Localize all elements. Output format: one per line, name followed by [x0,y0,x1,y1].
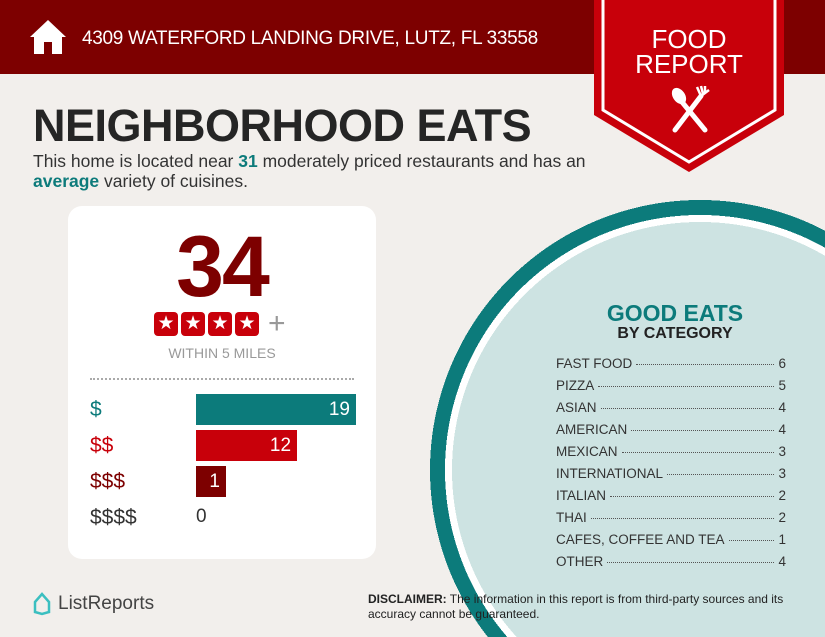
food-report-badge: FOOD REPORT [589,0,789,175]
summary-mid: moderately priced restaurants and has an [257,151,586,171]
plus-icon: + [268,307,286,340]
price-bar: 19 [196,394,356,425]
within-label: WITHIN 5 MILES [168,345,276,361]
category-item: THAI 2 [556,510,786,532]
dot-leader [728,540,775,541]
category-count: 1 [778,532,786,547]
price-row: $$ 12 [90,430,360,462]
category-item: CAFES, COFFEE AND TEA 1 [556,532,786,554]
star-icon: ★ [154,312,178,336]
address: 4309 WATERFORD LANDING DRIVE, LUTZ, FL 3… [82,28,538,49]
divider [90,378,354,380]
price-row: $$$$ 0 [90,502,360,534]
category-item: AMERICAN 4 [556,422,786,444]
summary-post: variety of cuisines. [99,171,248,191]
category-count: 4 [778,400,786,415]
category-name: MEXICAN [556,444,618,459]
star-rating: ★ ★ ★ ★ + [154,307,286,340]
category-count: 3 [778,466,786,481]
star-icon: ★ [208,312,232,336]
price-label: $$ [90,434,114,457]
price-row: $$$ 1 [90,466,360,498]
dot-leader [610,496,775,497]
restaurant-count: 31 [238,151,258,171]
category-item: ITALIAN 2 [556,488,786,510]
price-row: $19 [90,394,360,426]
dot-leader [607,562,775,563]
page-title: NEIGHBORHOOD EATS [33,100,532,151]
category-item: INTERNATIONAL 3 [556,466,786,488]
logo-icon [33,592,51,616]
category-name: INTERNATIONAL [556,466,664,481]
price-bar: 12 [196,430,298,461]
price-label: $ [90,398,102,421]
rating-card: 34 ★ ★ ★ ★ + WITHIN 5 MILES $19 $$ 12 $$$ 1 $$$$ 0 [68,206,376,559]
dot-leader [621,452,775,453]
dot-leader [636,364,775,365]
home-icon [30,20,66,54]
price-label: $$$ [90,470,126,493]
badge-line1: FOOD [651,24,727,54]
variety-level: average [33,171,100,191]
category-count: 2 [778,488,786,503]
category-name: PIZZA [556,378,595,393]
good-eats-heading: GOOD EATS BY CATEGORY [540,300,810,343]
category-list: FAST FOOD 6 PIZZA 5 ASIAN 4 AMERICAN 4 MEXICAN 3 I… [556,356,786,576]
summary-pre: This home is located near [33,151,239,171]
dot-leader [590,518,775,519]
category-count: 5 [778,378,786,393]
category-count: 3 [778,444,786,459]
category-item: FAST FOOD 6 [556,356,786,378]
category-count: 4 [778,422,786,437]
total-count: 34 [176,219,270,315]
summary-text: This home is located near 31 moderately … [33,151,593,191]
dot-leader [631,430,775,431]
star-icon: ★ [235,312,259,336]
category-name: THAI [556,510,587,525]
category-name: AMERICAN [556,422,628,437]
price-label: $$$$ [90,506,137,529]
category-item: OTHER 4 [556,554,786,576]
disclaimer: DISCLAIMER: The information in this repo… [368,592,808,622]
category-count: 6 [778,356,786,371]
category-name: OTHER [556,554,604,569]
listreports-logo: ListReports [32,592,154,616]
category-name: ASIAN [556,400,597,415]
brand-name: ListReports [58,593,155,614]
dot-leader [600,408,775,409]
price-bar: 1 [196,466,226,497]
disclaimer-label: DISCLAIMER: [368,592,447,606]
category-count: 2 [778,510,786,525]
category-item: PIZZA 5 [556,378,786,400]
utensils-icon [671,85,710,133]
category-item: ASIAN 4 [556,400,786,422]
star-icon: ★ [181,312,205,336]
disclaimer-text: The information in this report is from t… [368,592,784,621]
category-name: CAFES, COFFEE AND TEA [556,532,725,547]
dot-leader [598,386,775,387]
decorative-circle [430,200,825,637]
category-item: MEXICAN 3 [556,444,786,466]
good-eats-title: GOOD EATS [606,300,744,326]
price-value: 0 [196,506,207,527]
good-eats-subtitle: BY CATEGORY [617,325,733,342]
category-count: 4 [778,554,786,569]
category-name: ITALIAN [556,488,607,503]
dot-leader [667,474,775,475]
category-name: FAST FOOD [556,356,633,371]
badge-line2: REPORT [635,49,743,79]
